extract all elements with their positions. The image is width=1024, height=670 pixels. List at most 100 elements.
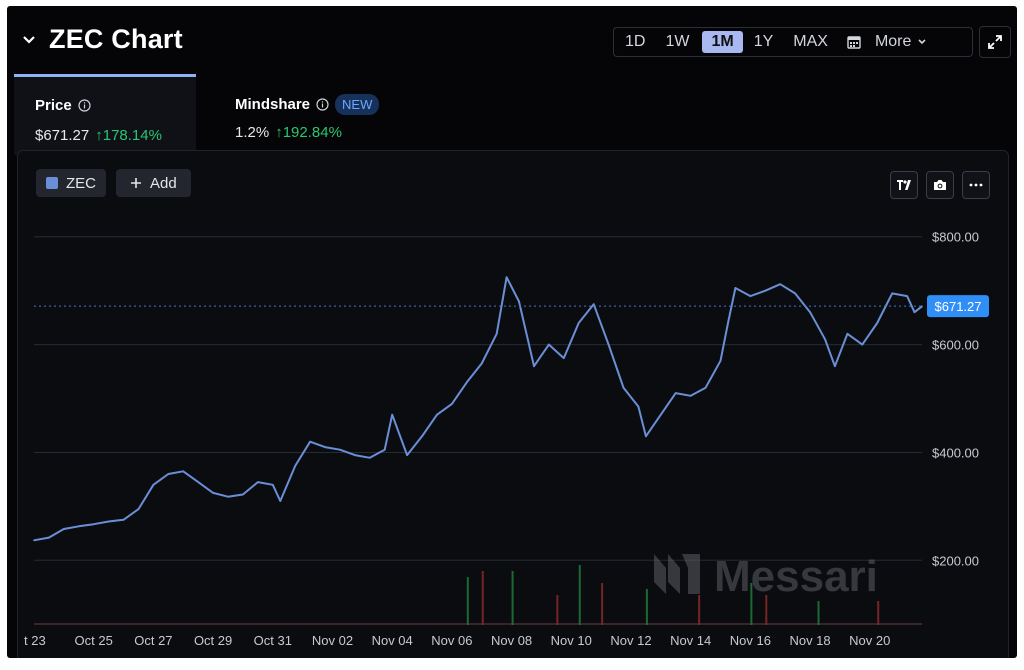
price-point [63, 528, 65, 530]
price-point [660, 413, 662, 416]
price-point [33, 539, 35, 542]
range-max-button[interactable]: MAX [793, 33, 828, 50]
mindshare-tab-label: Mindshare NEW [235, 94, 380, 115]
volume-bar [750, 583, 753, 625]
add-series-button[interactable]: Add [116, 169, 191, 197]
last-price-tag [927, 295, 989, 318]
new-badge: NEW [335, 94, 380, 115]
volume-bar [765, 595, 768, 625]
time-range-selector: 1D 1W 1M 1Y MAX More [613, 27, 973, 57]
add-label: Add [150, 174, 177, 192]
volume-bar [698, 595, 701, 625]
price-point [645, 435, 647, 438]
price-point [689, 395, 692, 397]
price-point [368, 457, 371, 459]
price-point [533, 365, 535, 367]
calendar-icon[interactable] [837, 31, 871, 53]
price-point [383, 448, 386, 451]
plus-icon [131, 178, 141, 188]
price-point [809, 311, 811, 314]
expand-icon [988, 35, 1002, 49]
range-1d-button[interactable]: 1D [625, 33, 646, 50]
messari-watermark: Messari [654, 552, 878, 601]
price-chart[interactable]: Messari $800.00 $600.00 $400.00 $200.00 t 23… [24, 199, 1017, 658]
price-point [764, 289, 767, 292]
price-tab-label: Price [35, 97, 91, 114]
price-point [480, 362, 483, 365]
price-point [152, 483, 155, 486]
x-tick-label: Oct 31 [254, 633, 292, 648]
x-tick-label: Oct 29 [194, 633, 232, 648]
price-point [466, 381, 468, 384]
price-point [563, 357, 565, 359]
price-point [137, 508, 140, 510]
price-point [779, 283, 782, 285]
tradingview-icon [897, 180, 911, 190]
mindshare-values: 1.2% ↑192.84% [235, 124, 342, 141]
price-point [294, 465, 296, 467]
expand-button[interactable] [979, 26, 1011, 58]
chevron-down-icon [918, 39, 926, 45]
tradingview-button[interactable] [890, 171, 918, 199]
price-point [421, 435, 423, 438]
price-point [406, 454, 408, 456]
x-tick-label: Oct 25 [75, 633, 113, 648]
price-point [324, 446, 326, 448]
price-label: Price [35, 97, 72, 114]
price-point [592, 303, 595, 305]
screenshot-button[interactable] [926, 171, 954, 199]
range-1m-button[interactable]: 1M [702, 31, 743, 53]
price-point [495, 333, 498, 335]
range-1w-button[interactable]: 1W [665, 33, 690, 50]
y-tick-label: $800.00 [932, 230, 979, 245]
volume-bar [601, 583, 604, 625]
price-point [505, 276, 508, 278]
info-icon [316, 98, 329, 111]
price-point [637, 405, 640, 408]
series-color-swatch [46, 177, 58, 189]
mindshare-label: Mindshare [235, 96, 311, 113]
series-chip-zec[interactable]: ZEC [36, 169, 106, 197]
price-point [339, 448, 341, 451]
x-tick-label: Nov 08 [491, 633, 532, 648]
last-price-label: $671.27 [935, 299, 982, 314]
price-point [607, 343, 610, 346]
price-point [846, 333, 849, 335]
camera-icon [934, 180, 946, 190]
price-point [309, 440, 311, 443]
price-point [719, 359, 722, 362]
volume-bar [817, 601, 820, 625]
price-point [734, 287, 737, 289]
price-point [107, 520, 110, 523]
price-value: $671.27 [35, 127, 90, 144]
price-point [727, 322, 729, 324]
more-options-button[interactable] [962, 171, 990, 199]
range-1y-button[interactable]: 1Y [753, 33, 774, 50]
x-tick-label: Nov 18 [789, 633, 830, 648]
price-point [271, 483, 274, 486]
price-point [451, 403, 453, 405]
price-point [391, 413, 393, 416]
price-point [834, 365, 836, 367]
price-point [921, 305, 923, 308]
volume-bar [877, 601, 880, 625]
tab-price[interactable]: Price $671.27 ↑178.14% [14, 74, 196, 155]
price-point [182, 470, 185, 473]
tab-mindshare[interactable]: Mindshare NEW 1.2% ↑192.84% [214, 74, 414, 152]
x-tick-label: Nov 12 [610, 633, 651, 648]
price-line [33, 276, 923, 542]
more-label: More [874, 33, 912, 50]
volume-bar [645, 589, 648, 625]
chevron-down-icon[interactable] [21, 32, 37, 48]
price-point [824, 338, 826, 341]
x-tick-label: Oct 27 [134, 633, 172, 648]
page-title: ZEC Chart [49, 24, 183, 54]
price-point [257, 481, 259, 483]
more-dropdown[interactable]: More [871, 33, 927, 51]
price-point [354, 454, 356, 456]
price-point [622, 386, 625, 389]
price-values: $671.27 ↑178.14% [35, 127, 162, 144]
info-icon [78, 99, 91, 112]
watermark-text: Messari [714, 552, 878, 601]
volume-bar [466, 577, 469, 625]
